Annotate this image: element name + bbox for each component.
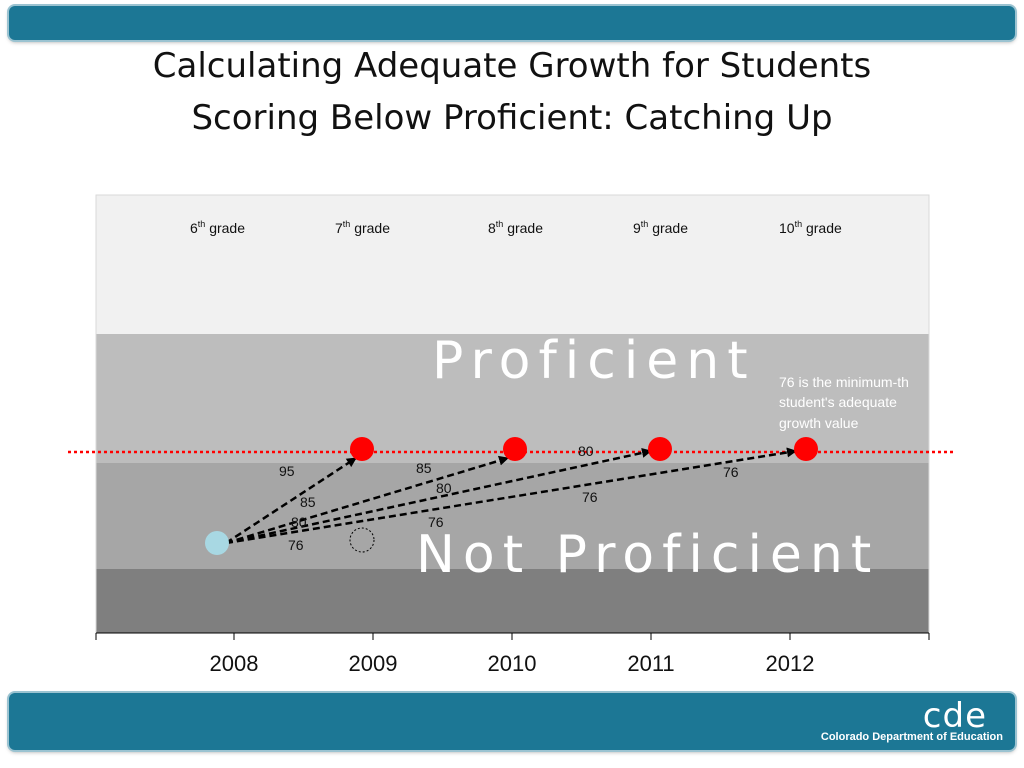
year-label-2009: 2009 [349,651,398,676]
growth-label-2009-76: 76 [288,537,304,553]
target-point-2010 [503,437,527,461]
target-point-2012 [794,437,818,461]
band-above [96,195,929,334]
target-point-2009 [350,437,374,461]
growth-label-2010-85: 85 [416,460,432,476]
growth-label-2009-95: 95 [279,463,295,479]
band-not-proficient [96,463,929,569]
year-label-2010: 2010 [488,651,537,676]
arrow-to-2011 [225,448,652,545]
growth-label-2009-85: 85 [300,494,316,510]
target-point-2011 [648,437,672,461]
growth-label-2009-80: 80 [291,514,307,530]
arrow-to-2012 [225,447,797,545]
arrow-to-2010 [225,455,509,545]
growth-label-2012-76: 76 [723,464,739,480]
org-name: Colorado Department of Education [820,731,1003,743]
growth-label-2010-80: 80 [436,480,452,496]
growth-label-2010-76: 76 [428,514,444,530]
growth-label-2011-80: 80 [578,443,594,459]
year-label-2012: 2012 [766,651,815,676]
arrow-to-2009 [225,456,357,545]
grade-label-6: 6th grade [190,219,245,236]
proficient-label: Proficient [432,331,756,391]
top-banner-bar [9,6,1015,40]
year-label-2008: 2008 [210,651,259,676]
not-proficient-label: Not Proficient [416,525,879,585]
start-point-2008 [205,531,229,555]
grade-label-7: 7th grade [335,219,390,236]
footer-bar: cde Colorado Department of Education [9,693,1015,750]
band-bottom [96,569,929,633]
note-line-3: growth value [779,415,859,431]
grade-label-8: 8th grade [488,219,543,236]
cde-logo: cde [922,696,987,736]
note-line-2: student's adequate [779,394,897,410]
note-line-1: 76 is the minimum-th [779,374,909,390]
title-line-1: Calculating Adequate Growth for Students [152,46,872,86]
growth-label-2011-76: 76 [582,489,598,505]
grade-label-9: 9th grade [633,219,688,236]
grade-label-10: 10th grade [779,219,842,236]
projected-point-2009 [349,527,375,553]
year-label-2011: 2011 [627,651,674,676]
slide-title: Calculating Adequate Growth for Students… [0,40,1024,144]
title-line-2: Scoring Below Proficient: Catching Up [191,98,833,138]
